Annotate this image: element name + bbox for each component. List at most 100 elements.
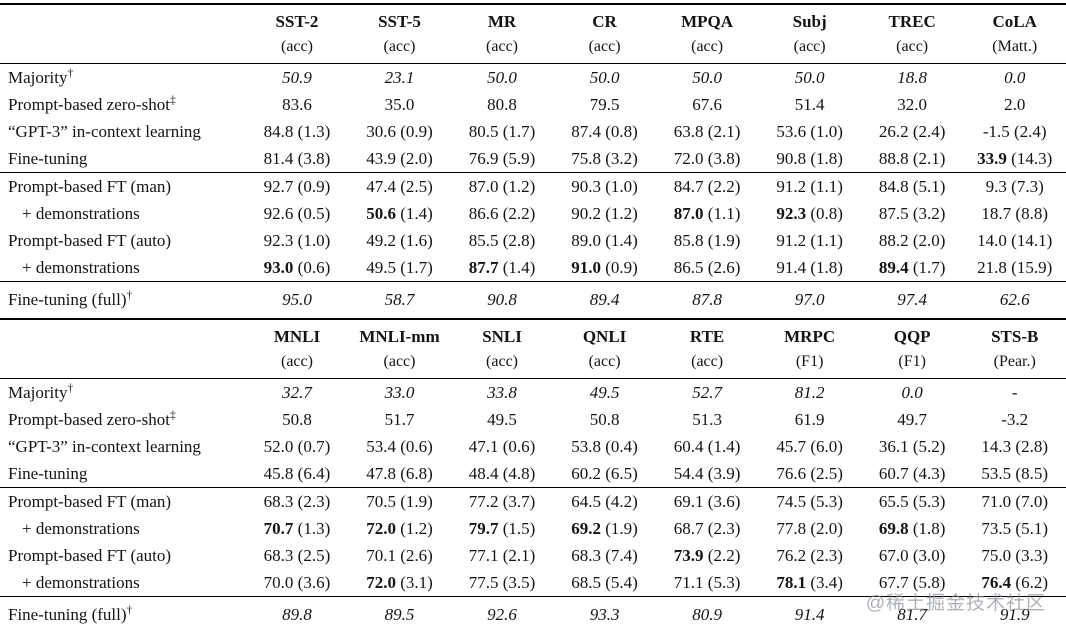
cell-value: 79.7 — [468, 519, 499, 538]
table-cell: 77.8 (2.0) — [758, 515, 861, 542]
cell-value: 53.6 — [776, 122, 807, 141]
cell-stddev: (1.1) — [806, 231, 843, 250]
table-cell: 91.9 — [963, 597, 1066, 624]
cell-value: 45.7 — [776, 437, 807, 456]
table-cell: 14.0 (14.1) — [963, 227, 1066, 254]
cell-stddev: (2.8) — [498, 231, 536, 250]
cell-stddev: (0.8) — [601, 122, 638, 141]
cell-value: 67.0 — [878, 546, 909, 565]
cell-value: 45.8 — [263, 464, 294, 483]
cell-stddev: (2.3) — [806, 546, 843, 565]
table-cell: 68.3 (2.5) — [246, 542, 349, 569]
cell-value: 79.5 — [589, 95, 620, 114]
table-cell: 49.5 (1.7) — [348, 254, 451, 282]
column-header: QQP (F1) — [861, 319, 964, 379]
cell-value: 33.9 — [977, 149, 1007, 168]
table-cell: 9.3 (7.3) — [963, 173, 1066, 201]
column-header: CR (acc) — [553, 4, 656, 64]
table-cell: 70.1 (2.6) — [348, 542, 451, 569]
table-cell: 70.0 (3.6) — [246, 569, 349, 597]
table-cell: 62.6 — [963, 282, 1066, 319]
column-header: MR (acc) — [451, 4, 554, 64]
cell-stddev: (0.9) — [395, 122, 433, 141]
cell-stddev: (2.2) — [498, 204, 536, 223]
table-cell: 85.8 (1.9) — [656, 227, 759, 254]
table-cell: 50.8 — [553, 406, 656, 433]
table-cell: 52.0 (0.7) — [246, 433, 349, 460]
table-cell: 92.7 (0.9) — [246, 173, 349, 201]
cell-value: 87.0 — [673, 204, 704, 223]
table-cell: 95.0 — [246, 282, 349, 319]
cell-stddev: (14.1) — [1006, 231, 1053, 250]
cell-value: 70.7 — [263, 519, 294, 538]
footnote-marker: ‡ — [169, 93, 176, 107]
cell-value: 92.7 — [263, 177, 294, 196]
cell-stddev: (5.3) — [806, 492, 843, 511]
cell-value: 53.5 — [981, 464, 1012, 483]
table-cell: 50.0 — [553, 64, 656, 92]
table-cell: 47.1 (0.6) — [451, 433, 554, 460]
cell-value: 18.8 — [897, 68, 928, 87]
cell-value: 75.8 — [571, 149, 602, 168]
row-label-header — [0, 4, 246, 64]
column-name: SST-2 — [275, 12, 319, 31]
table-cell: 91.4 (1.8) — [758, 254, 861, 282]
cell-value: 32.7 — [282, 383, 312, 402]
table-row: “GPT-3” in-context learning 84.8 (1.3) 30.… — [0, 118, 1066, 145]
table-cell: 50.9 — [246, 64, 349, 92]
cell-value: 88.2 — [878, 231, 909, 250]
table-cell: 90.2 (1.2) — [553, 200, 656, 227]
cell-value: 93.3 — [589, 605, 620, 624]
table-cell: 32.0 — [861, 91, 964, 118]
cell-value: -1.5 — [982, 122, 1010, 141]
cell-stddev: (4.2) — [601, 492, 638, 511]
table-cell: -3.2 — [963, 406, 1066, 433]
cell-value: -3.2 — [1001, 410, 1029, 429]
table-cell: 61.9 — [758, 406, 861, 433]
table-cell: 91.2 (1.1) — [758, 173, 861, 201]
table-cell: 74.5 (5.3) — [758, 488, 861, 516]
row-label: Prompt-based FT (man) — [8, 492, 172, 511]
row-label: Fine-tuning — [8, 149, 88, 168]
cell-value: 50.8 — [589, 410, 620, 429]
cell-value: 49.2 — [366, 231, 396, 250]
table-cell: 68.3 (2.3) — [246, 488, 349, 516]
cell-stddev: (1.7) — [395, 258, 433, 277]
table-cell: 90.3 (1.0) — [553, 173, 656, 201]
cell-value: 91.9 — [999, 605, 1030, 624]
cell-value: 47.4 — [366, 177, 396, 196]
cell-value: 80.8 — [487, 95, 517, 114]
table-cell: 97.0 — [758, 282, 861, 319]
cell-stddev: (1.6) — [395, 231, 433, 250]
footnote-marker: ‡ — [169, 408, 176, 422]
cell-stddev: (1.2) — [498, 177, 536, 196]
cell-value: 68.3 — [263, 492, 294, 511]
cell-value: 87.5 — [878, 204, 909, 223]
table-cell: 81.2 — [758, 379, 861, 407]
cell-value: 90.8 — [776, 149, 807, 168]
cell-value: 91.2 — [776, 231, 807, 250]
table-cell: 90.8 — [451, 282, 554, 319]
cell-stddev: (2.8) — [1011, 437, 1048, 456]
cell-value: 50.0 — [794, 68, 825, 87]
results-table-sentence-pair-tasks: MNLI (acc) MNLI-mm (acc) SNLI (acc) QNLI (acc) R… — [0, 318, 1066, 624]
table-cell: 89.4 — [553, 282, 656, 319]
row-label: Prompt-based FT (auto) — [8, 546, 172, 565]
table-cell: 89.8 — [246, 597, 349, 624]
cell-value: 78.1 — [776, 573, 807, 592]
cell-stddev: (8.5) — [1011, 464, 1048, 483]
cell-value: 91.4 — [776, 258, 807, 277]
table-row: Prompt-based FT (man) 68.3 (2.3) 70.5 (1.9… — [0, 488, 1066, 516]
row-label: Fine-tuning (full)† — [8, 603, 133, 624]
table-cell: 75.8 (3.2) — [553, 145, 656, 173]
cell-stddev: (1.2) — [395, 519, 433, 538]
table-cell: 52.7 — [656, 379, 759, 407]
cell-value: 84.8 — [878, 177, 909, 196]
cell-stddev: (1.1) — [806, 177, 843, 196]
cell-stddev: (1.0) — [601, 177, 638, 196]
cell-value: 84.7 — [673, 177, 704, 196]
column-header: SNLI (acc) — [451, 319, 554, 379]
table-cell: 47.4 (2.5) — [348, 173, 451, 201]
cell-value: 93.0 — [263, 258, 294, 277]
cell-value: 89.5 — [384, 605, 415, 624]
